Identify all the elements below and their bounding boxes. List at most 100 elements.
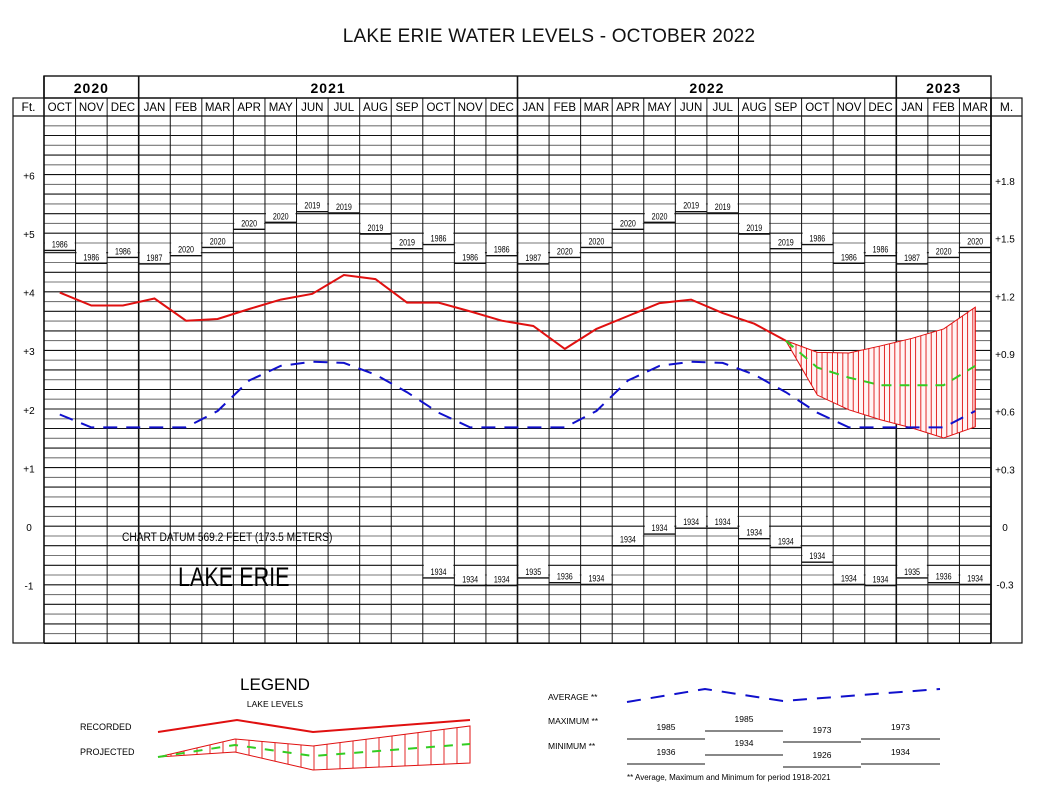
feet-tick: 0 xyxy=(26,523,32,534)
month-label: DEC xyxy=(490,102,514,114)
grid xyxy=(12,75,1023,644)
maximum-year-label: 2019 xyxy=(368,222,384,233)
minimum-year-label: 1934 xyxy=(809,550,825,561)
legend-recorded-swatch xyxy=(157,718,471,734)
maximum-year-label: 2020 xyxy=(652,210,668,221)
maximum-year-label: 2019 xyxy=(746,222,762,233)
minimum-year-label: 1936 xyxy=(557,571,573,582)
legend-title: LEGEND xyxy=(240,675,310,694)
legend-recorded-label: RECORDED xyxy=(80,722,132,732)
month-label: OCT xyxy=(426,102,450,114)
meter-tick: +0.6 xyxy=(995,408,1015,419)
month-label: NOV xyxy=(836,102,861,114)
month-label: SEP xyxy=(774,102,797,114)
month-label: NOV xyxy=(79,102,104,114)
minimum-year-label: 1934 xyxy=(778,535,794,546)
meter-tick: +0.9 xyxy=(995,350,1015,361)
minimum-year-label: 1934 xyxy=(652,522,668,533)
legend-subtitle: LAKE LEVELS xyxy=(247,699,304,709)
month-label: JAN xyxy=(522,102,544,114)
legend-max-year: 1973 xyxy=(891,722,910,732)
month-label: FEB xyxy=(554,102,577,114)
maximum-year-label: 1986 xyxy=(841,251,857,262)
maximum-year-label: 2019 xyxy=(778,237,794,248)
minimum-year-label: 1934 xyxy=(494,574,510,585)
feet-tick: -1 xyxy=(25,582,34,593)
feet-tick: +6 xyxy=(23,171,35,182)
year-label: 2023 xyxy=(926,80,961,96)
month-label: AUG xyxy=(363,102,388,114)
minimum-year-label: 1934 xyxy=(620,534,636,545)
feet-tick: +2 xyxy=(23,406,35,417)
maximum-year-label: 2020 xyxy=(588,235,604,246)
legend-average-label: AVERAGE ** xyxy=(548,692,598,702)
month-label: DEC xyxy=(868,102,892,114)
feet-tick: +1 xyxy=(23,464,35,475)
minimum-year-label: 1935 xyxy=(904,566,920,577)
maximum-year-label: 1987 xyxy=(525,252,541,263)
legend-max-year: 1985 xyxy=(657,722,676,732)
minimum-year-label: 1934 xyxy=(715,516,731,527)
feet-tick: +4 xyxy=(23,289,35,300)
chart-datum-note: CHART DATUM 569.2 FEET (173.5 METERS) xyxy=(122,531,333,544)
meter-tick: -0.3 xyxy=(996,581,1014,592)
maximum-year-label: 2020 xyxy=(178,244,194,255)
meter-unit-label: M. xyxy=(1000,100,1013,114)
maximum-year-label: 2020 xyxy=(241,217,257,228)
month-label: FEB xyxy=(932,102,955,114)
meter-tick: +0.3 xyxy=(995,465,1015,476)
maximum-year-label: 2020 xyxy=(210,235,226,246)
minimum-year-label: 1935 xyxy=(525,566,541,577)
month-label: MAR xyxy=(205,102,231,114)
maximum-year-label: 1986 xyxy=(494,244,510,255)
month-label: MAR xyxy=(962,102,988,114)
maximum-year-label: 2019 xyxy=(399,237,415,248)
recorded-line xyxy=(59,273,787,351)
maximum-year-label: 2019 xyxy=(304,200,320,211)
maximum-year-label: 2019 xyxy=(336,201,352,212)
average-line xyxy=(59,360,976,429)
maximum-year-label: 1986 xyxy=(52,238,68,249)
maximum-year-label: 1986 xyxy=(115,245,131,256)
month-label: OCT xyxy=(805,102,829,114)
legend-projected-label: PROJECTED xyxy=(80,747,135,757)
month-label: FEB xyxy=(175,102,198,114)
maximum-year-label: 1987 xyxy=(904,252,920,263)
month-label: DEC xyxy=(111,102,135,114)
month-label: JUN xyxy=(680,102,702,114)
legend-minimum-label: MINIMUM ** xyxy=(548,741,596,751)
month-label: JAN xyxy=(901,102,923,114)
minimum-year-label: 1934 xyxy=(431,566,447,577)
meter-tick: 0 xyxy=(1002,523,1008,534)
month-label: JUL xyxy=(712,102,733,114)
maximum-year-label: 1986 xyxy=(83,251,99,262)
feet-unit-label: Ft. xyxy=(22,100,36,114)
minimum-year-label: 1936 xyxy=(936,571,952,582)
lake-name-label: LAKE ERIE xyxy=(178,563,290,593)
month-label: SEP xyxy=(396,102,419,114)
month-label: NOV xyxy=(458,102,483,114)
maximum-year-label: 1986 xyxy=(873,244,889,255)
month-label: JAN xyxy=(144,102,166,114)
meter-tick: +1.2 xyxy=(995,292,1015,303)
legend-max-year: 1985 xyxy=(735,714,754,724)
feet-tick: +3 xyxy=(23,347,35,358)
month-label: JUN xyxy=(301,102,323,114)
maximum-year-label: 2020 xyxy=(620,217,636,228)
legend-average-swatch xyxy=(626,687,941,703)
year-label: 2021 xyxy=(311,80,346,96)
month-label: MAY xyxy=(269,102,293,114)
maximum-year-label: 1986 xyxy=(462,251,478,262)
maximum-year-label: 2019 xyxy=(715,201,731,212)
month-label: APR xyxy=(237,102,261,114)
year-label: 2020 xyxy=(74,80,109,96)
minimum-year-label: 1934 xyxy=(967,572,983,583)
projected-line xyxy=(785,339,976,387)
legend-min-year: 1934 xyxy=(891,747,910,757)
month-label: MAY xyxy=(648,102,672,114)
chart-title: LAKE ERIE WATER LEVELS - OCTOBER 2022 xyxy=(342,26,756,47)
maximum-year-label: 1987 xyxy=(147,252,163,263)
maximum-year-label: 2020 xyxy=(273,210,289,221)
month-label: JUL xyxy=(334,102,355,114)
